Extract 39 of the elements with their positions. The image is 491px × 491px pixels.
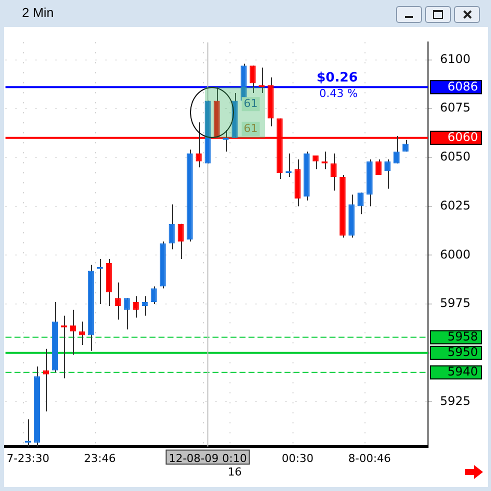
candlestick [124, 298, 130, 330]
y-tick-label: 6025 [440, 198, 471, 212]
ref-line-label: 5950 [447, 344, 478, 359]
ref-line-label: 5940 [447, 364, 478, 378]
ref-line-label: 6086 [447, 79, 478, 94]
x-tick-label: 16 [228, 465, 242, 478]
annotation: 61 [244, 122, 258, 135]
candlestick [132, 296, 139, 318]
x-tick-label: 8-00:46 [348, 452, 391, 466]
candlestick [394, 135, 400, 164]
candlestick [330, 153, 337, 192]
chart-title: 2 Min [22, 5, 54, 20]
x-tick-label: 7-23:30 [6, 452, 50, 466]
candlestick [376, 158, 382, 176]
candlestick [312, 155, 319, 170]
y-tick-label: 6000 [440, 247, 471, 262]
x-tick-label: 00:30 [282, 452, 314, 466]
candlestick [70, 309, 76, 356]
annotation: 0.43 % [319, 86, 358, 100]
candlestick [114, 282, 121, 320]
y-tick-label: 6100 [440, 52, 471, 66]
candlestick [150, 286, 157, 304]
annotation: 61 [244, 96, 258, 110]
ref-line-label: 6060 [447, 130, 478, 144]
candlestick [384, 158, 391, 190]
x-tick-label: 23:46 [84, 452, 116, 466]
candlestick [250, 65, 256, 94]
y-tick-label: 6050 [440, 150, 471, 164]
x-tick-label: 12-08-09 0:10 [168, 452, 247, 466]
candlestick [142, 296, 148, 316]
y-tick-label: 5925 [440, 394, 471, 408]
y-tick-label: 5975 [440, 296, 471, 310]
y-tick-label: 6075 [440, 100, 471, 115]
candlestick [178, 223, 184, 260]
ref-line-label: 5958 [447, 329, 478, 344]
candlestick [168, 204, 175, 250]
candlestick [358, 192, 364, 215]
candlestick [42, 348, 49, 412]
annotation: $0.26 [316, 70, 358, 86]
